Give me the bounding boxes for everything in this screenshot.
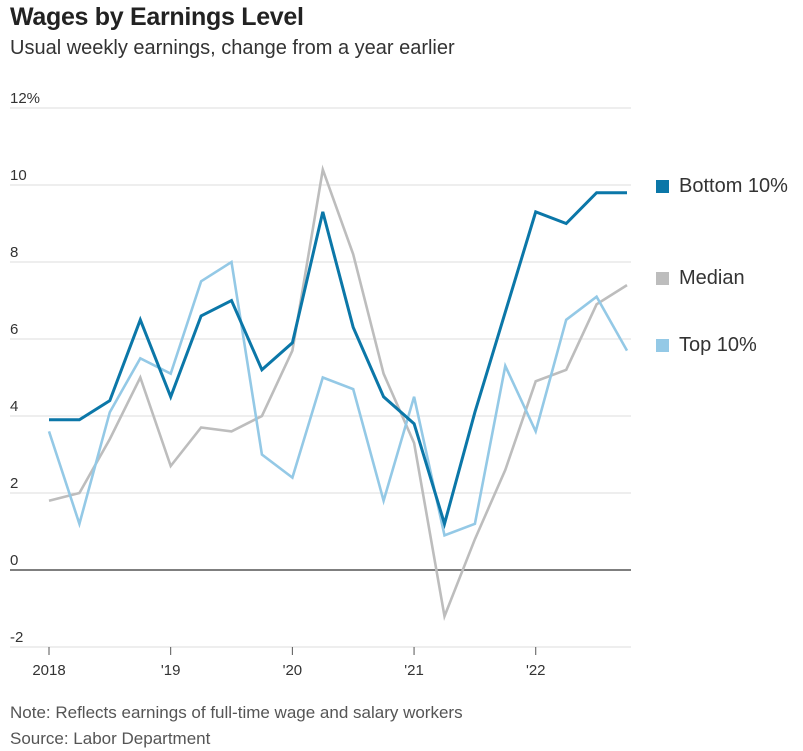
series-line-bottom-10 bbox=[49, 191, 627, 530]
chart-title: Wages by Earnings Level bbox=[10, 3, 304, 31]
y-tick-label: 4 bbox=[10, 398, 18, 415]
y-tick-label: 2 bbox=[10, 475, 18, 492]
legend-item-bottom-10: Bottom 10% bbox=[656, 175, 803, 198]
x-tick-label: '22 bbox=[526, 662, 546, 679]
y-tick-label: 0 bbox=[10, 552, 18, 569]
legend-label: Top 10% bbox=[679, 334, 757, 356]
chart-subtitle: Usual weekly earnings, change from a yea… bbox=[10, 37, 455, 59]
axis-layer bbox=[10, 646, 631, 655]
series-line-top-10 bbox=[47, 259, 629, 538]
y-tick-label: 10 bbox=[10, 167, 27, 184]
x-tick-label: '20 bbox=[283, 662, 303, 679]
line-chart: 12% 10 8 6 4 2 0 -2 2018 '19 '20 '21 '22 bbox=[10, 90, 631, 679]
y-tick-label: -2 bbox=[10, 629, 23, 646]
y-tick-label: 8 bbox=[10, 244, 18, 261]
legend-swatch bbox=[656, 339, 669, 352]
series-line-median bbox=[48, 164, 628, 621]
series-layer bbox=[47, 164, 629, 621]
legend-label: Median bbox=[679, 267, 745, 289]
x-tick-label: '21 bbox=[404, 662, 424, 679]
legend-item-median: Median bbox=[656, 267, 803, 290]
chart-source: Source: Labor Department bbox=[10, 729, 211, 748]
tick-label-layer: 12% 10 8 6 4 2 0 -2 2018 '19 '20 '21 '22 bbox=[10, 90, 546, 679]
legend-swatch bbox=[656, 272, 669, 285]
legend-label: Bottom 10% bbox=[679, 175, 788, 197]
legend-item-top-10: Top 10% bbox=[656, 334, 803, 357]
legend-swatch bbox=[656, 180, 669, 193]
x-tick-label: '19 bbox=[161, 662, 181, 679]
y-tick-label: 6 bbox=[10, 321, 18, 338]
chart-note: Note: Reflects earnings of full-time wag… bbox=[10, 703, 463, 722]
x-tick-label: 2018 bbox=[32, 662, 65, 679]
y-tick-label: 12% bbox=[10, 90, 40, 107]
